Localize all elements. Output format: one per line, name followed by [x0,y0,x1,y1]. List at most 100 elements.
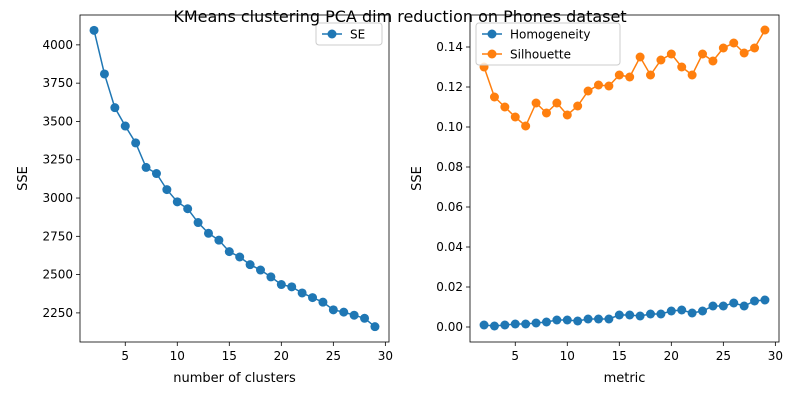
legend-marker-silhouette [487,49,497,59]
data-point-se [339,307,349,317]
data-point-silhouette [583,86,593,96]
data-point-homogeneity [698,306,708,316]
data-point-se [99,69,109,79]
data-point-silhouette [521,121,531,131]
y-tick-label: 0.00 [436,320,463,334]
data-point-se [162,185,172,195]
data-point-homogeneity [479,320,489,330]
legend-marker-homogeneity [487,29,497,39]
data-point-homogeneity [583,314,593,324]
data-point-silhouette [729,38,739,48]
data-point-se [120,121,130,131]
data-point-homogeneity [656,309,666,319]
data-point-homogeneity [687,308,697,318]
data-point-silhouette [500,102,510,112]
y-tick-label: 3000 [42,191,73,205]
data-point-homogeneity [552,315,562,325]
data-point-homogeneity [760,295,770,305]
legend: SE [315,22,383,46]
data-point-homogeneity [500,320,510,330]
x-tick-label: 10 [170,349,185,363]
data-point-homogeneity [677,305,687,315]
data-point-homogeneity [708,301,718,311]
data-point-silhouette [635,52,645,62]
data-point-silhouette [531,98,541,108]
data-point-silhouette [687,70,697,80]
y-tick-label: 0.08 [436,160,463,174]
data-point-se [360,313,370,323]
legend-label-silhouette: Silhouette [510,48,571,62]
series-line-homogeneity [483,299,766,327]
data-point-silhouette [698,49,708,59]
data-point-homogeneity [614,310,624,320]
data-point-homogeneity [593,314,603,324]
x-tick-label: 30 [378,349,393,363]
figure-title: KMeans clustering PCA dim reduction on P… [173,7,626,26]
data-point-se [318,297,328,307]
data-point-silhouette [646,70,656,80]
data-point-homogeneity [531,318,541,328]
legend-box [315,22,383,46]
y-tick-label: 2500 [42,268,73,282]
x-tick-label: 10 [560,349,575,363]
axes-frame [469,14,780,343]
y-axis-label: SSE [16,166,31,191]
data-point-homogeneity [541,317,551,327]
right-subplot: 5 10 15 20 25 30 0.00 0.02 0.04 0.06 0.08 0.10 0.12 0… [410,14,783,386]
data-point-homogeneity [510,319,520,329]
data-point-se [308,293,318,303]
y-tick-label: 3750 [42,76,73,90]
data-point-silhouette [541,108,551,118]
data-point-se [141,162,151,172]
data-point-silhouette [614,70,624,80]
data-point-silhouette [708,56,718,66]
legend-label-homogeneity: Homogeneity [510,28,591,42]
data-point-homogeneity [625,310,635,320]
x-tick-label: 25 [326,349,341,363]
data-point-se [370,322,380,332]
y-tick-label: 3250 [42,153,73,167]
y-tick-label: 2750 [42,229,73,243]
data-point-homogeneity [635,311,645,321]
data-point-homogeneity [666,306,676,316]
data-point-se [256,265,266,275]
y-axis-label: SSE [410,166,425,191]
data-point-homogeneity [718,301,728,311]
data-point-homogeneity [739,301,749,311]
y-tick-label: 0.04 [436,240,463,254]
x-tick-label: 20 [664,349,679,363]
y-tick-label: 2250 [42,306,73,320]
legend-marker-se [327,29,337,39]
data-point-silhouette [666,49,676,59]
x-tick-label: 15 [612,349,627,363]
x-tick-label: 30 [768,349,783,363]
data-point-silhouette [739,48,749,58]
x-axis-label: metric [604,371,646,386]
data-point-homogeneity [562,315,572,325]
data-point-silhouette [593,80,603,90]
data-point-se [266,272,276,282]
data-point-homogeneity [604,314,614,324]
data-point-se [193,218,203,228]
data-point-se [89,25,99,35]
data-point-homogeneity [729,298,739,308]
x-axis-label: number of clusters [173,371,296,386]
data-point-se [183,204,193,214]
data-point-se [349,310,359,320]
y-tick-label: 0.02 [436,280,463,294]
data-point-silhouette [562,110,572,120]
data-point-silhouette [489,92,499,102]
data-point-silhouette [750,43,760,53]
data-point-silhouette [604,81,614,91]
data-point-homogeneity [646,309,656,319]
y-tick-label: 3500 [42,114,73,128]
data-point-se [214,235,224,245]
data-point-homogeneity [750,296,760,306]
data-point-se [151,169,161,179]
data-point-se [172,197,182,207]
data-point-se [276,280,286,290]
x-tick-label: 20 [274,349,289,363]
x-tick-label: 15 [222,349,237,363]
data-point-silhouette [656,55,666,65]
